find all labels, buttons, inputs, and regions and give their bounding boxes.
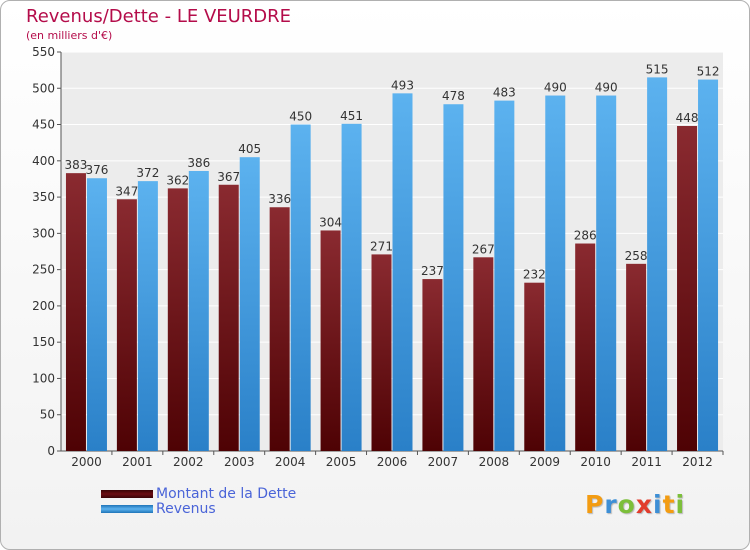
- data-label: 493: [391, 78, 414, 92]
- bar-revenus: [698, 79, 719, 452]
- data-label: 362: [166, 173, 189, 187]
- data-label: 304: [319, 215, 342, 229]
- bar-dette: [116, 199, 137, 451]
- data-label: 383: [65, 158, 88, 172]
- y-tick-label: 250: [32, 263, 55, 277]
- bar-dette: [677, 125, 698, 451]
- y-tick-label: 350: [32, 190, 55, 204]
- x-tick-label: 2012: [682, 455, 713, 469]
- bar-revenus: [443, 104, 464, 451]
- bar-revenus: [545, 95, 566, 451]
- bar-dette: [626, 263, 647, 451]
- bar-dette: [524, 282, 545, 451]
- x-tick-label: 2010: [580, 455, 611, 469]
- data-label: 271: [370, 239, 393, 253]
- bar-dette: [575, 243, 596, 451]
- data-label: 478: [442, 89, 465, 103]
- bar-dette: [167, 188, 188, 452]
- data-label: 451: [340, 109, 363, 123]
- data-label: 490: [595, 81, 618, 95]
- data-label: 258: [625, 249, 648, 263]
- y-tick-label: 300: [32, 226, 55, 240]
- bar-dette: [218, 184, 239, 451]
- data-label: 286: [574, 229, 597, 243]
- x-tick-label: 2003: [224, 455, 255, 469]
- x-tick-label: 2006: [377, 455, 408, 469]
- data-label: 386: [187, 156, 210, 170]
- data-label: 405: [238, 142, 261, 156]
- data-label: 372: [136, 166, 159, 180]
- x-tick-label: 2009: [529, 455, 560, 469]
- x-tick-label: 2001: [122, 455, 153, 469]
- data-label: 490: [544, 81, 567, 95]
- bar-dette: [473, 257, 494, 451]
- bar-dette: [422, 279, 443, 451]
- y-tick-label: 400: [32, 154, 55, 168]
- y-tick-label: 150: [32, 335, 55, 349]
- data-label: 336: [268, 192, 291, 206]
- bar-revenus: [239, 157, 260, 451]
- data-label: 347: [115, 184, 138, 198]
- data-label: 367: [217, 170, 240, 184]
- x-tick-label: 2000: [71, 455, 102, 469]
- legend-label-revenus: Revenus: [156, 501, 216, 517]
- bar-revenus: [596, 95, 617, 451]
- bar-revenus: [341, 123, 362, 451]
- chart-title: Revenus/Dette - LE VEURDRE: [26, 6, 292, 27]
- bar-revenus: [290, 124, 311, 451]
- bar-dette: [269, 207, 290, 451]
- y-tick-label: 100: [32, 371, 55, 385]
- data-label: 232: [523, 268, 546, 282]
- data-label: 512: [697, 65, 720, 79]
- bar-revenus: [647, 77, 668, 452]
- bar-revenus: [494, 100, 515, 451]
- x-tick-label: 2004: [275, 455, 306, 469]
- data-label: 267: [472, 242, 495, 256]
- data-label: 515: [646, 62, 669, 76]
- legend-label-dette: Montant de la Dette: [156, 486, 297, 502]
- data-label: 483: [493, 86, 516, 100]
- bar-revenus: [392, 93, 413, 452]
- bar-dette: [65, 173, 86, 451]
- x-tick-label: 2008: [479, 455, 510, 469]
- bar-revenus: [86, 178, 107, 451]
- y-tick-label: 500: [32, 81, 55, 95]
- data-label: 450: [289, 110, 312, 124]
- y-tick-label: 200: [32, 299, 55, 313]
- proxiti-logo: Proxiti: [585, 490, 686, 519]
- x-tick-label: 2011: [631, 455, 662, 469]
- legend-swatch-dette: [101, 490, 153, 498]
- chart-subtitle: (en milliers d'€): [26, 29, 113, 42]
- y-tick-label: 0: [47, 444, 55, 458]
- y-tick-label: 550: [32, 45, 55, 59]
- y-tick-label: 450: [32, 118, 55, 132]
- x-tick-label: 2007: [428, 455, 459, 469]
- bar-dette: [320, 230, 341, 451]
- bar-revenus: [137, 181, 158, 451]
- data-label: 237: [421, 264, 444, 278]
- data-label: 448: [676, 111, 699, 125]
- data-label: 376: [86, 163, 109, 177]
- y-tick-label: 50: [40, 408, 55, 422]
- x-tick-label: 2002: [173, 455, 204, 469]
- legend-swatch-revenus: [101, 505, 153, 513]
- bar-dette: [371, 254, 392, 451]
- bar-revenus: [188, 170, 209, 451]
- x-tick-label: 2005: [326, 455, 357, 469]
